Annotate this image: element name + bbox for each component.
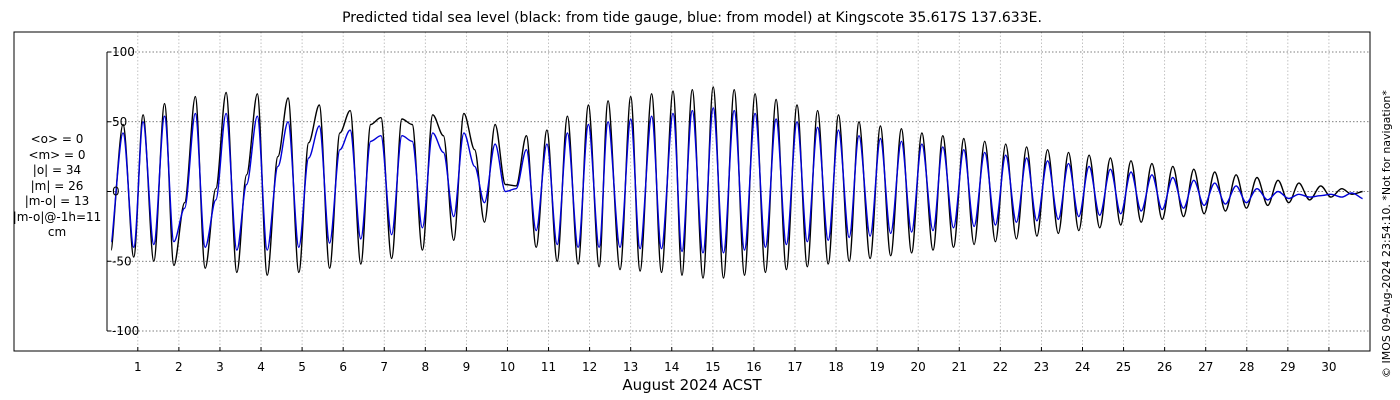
stats-abs-observed: |o| = 34 (32, 163, 82, 177)
stats-abs-model: |m| = 26 (30, 178, 84, 193)
x-tick-label: 8 (421, 360, 429, 374)
copyright-notice: © IMOS 09-Aug-2024 23:54:10. *Not for na… (1380, 90, 1393, 378)
tide-gauge-series-line (110, 86, 1363, 279)
stats-abs-difference: |m-o| = 13 (24, 194, 90, 208)
plot-frame (13, 31, 1371, 352)
y-tick-label: 50 (112, 115, 127, 129)
grid-layer (107, 32, 1370, 351)
x-tick-label: 23 (1034, 360, 1049, 374)
y-tick-label: 100 (112, 45, 135, 59)
x-tick-label: 13 (623, 360, 638, 374)
x-tick-label: 12 (582, 360, 597, 374)
x-tick-label: 30 (1321, 360, 1336, 374)
x-tick-label: 2 (175, 360, 183, 374)
stats-mean-observed: <o> = 0 (30, 132, 84, 146)
x-tick-label: 5 (298, 360, 306, 374)
x-tick-label: 18 (828, 360, 843, 374)
stats-panel: <o> = 0 <m> = 0 |o| = 34 |m| = 26 |m-o| … (0, 132, 114, 241)
x-tick-label: 26 (1157, 360, 1172, 374)
stats-unit: cm (47, 225, 67, 239)
x-tick-label: 9 (463, 360, 471, 374)
x-tick-label: 24 (1075, 360, 1090, 374)
x-tick-label: 15 (705, 360, 720, 374)
x-tick-label: 25 (1116, 360, 1131, 374)
x-tick-label: 1 (134, 360, 142, 374)
stats-abs-difference-lagged: |m-o|@-1h=11 (12, 209, 102, 224)
x-tick-label: 22 (993, 360, 1008, 374)
x-tick-label: 19 (869, 360, 884, 374)
x-tick-label: 6 (339, 360, 347, 374)
x-tick-label: 28 (1239, 360, 1254, 374)
x-tick-label: 16 (746, 360, 761, 374)
x-tick-label: 29 (1280, 360, 1295, 374)
series-layer (110, 86, 1363, 279)
x-tick-label: 7 (380, 360, 388, 374)
tick-layer: 1 2 3 4 5 6 7 8 9 10 11 12 13 14 15 16 17 18 19 20 21 22 23 24 2… (107, 45, 1337, 374)
x-tick-label: 3 (216, 360, 224, 374)
x-axis-label: August 2024 ACST (622, 376, 762, 394)
stats-mean-model: <m> = 0 (28, 147, 86, 162)
chart-title: Predicted tidal sea level (black: from t… (342, 10, 1042, 26)
x-tick-label: 14 (664, 360, 679, 374)
y-tick-label: -100 (112, 324, 139, 338)
x-tick-label: 11 (541, 360, 556, 374)
x-tick-label: 10 (500, 360, 515, 374)
x-tick-label: 4 (257, 360, 265, 374)
x-tick-label: 17 (787, 360, 802, 374)
x-tick-label: 20 (911, 360, 926, 374)
model-series-line (110, 107, 1363, 254)
x-tick-label: 27 (1198, 360, 1213, 374)
y-tick-label: -50 (112, 254, 132, 268)
y-tick-label: 0 (112, 185, 120, 199)
x-tick-label: 21 (952, 360, 967, 374)
